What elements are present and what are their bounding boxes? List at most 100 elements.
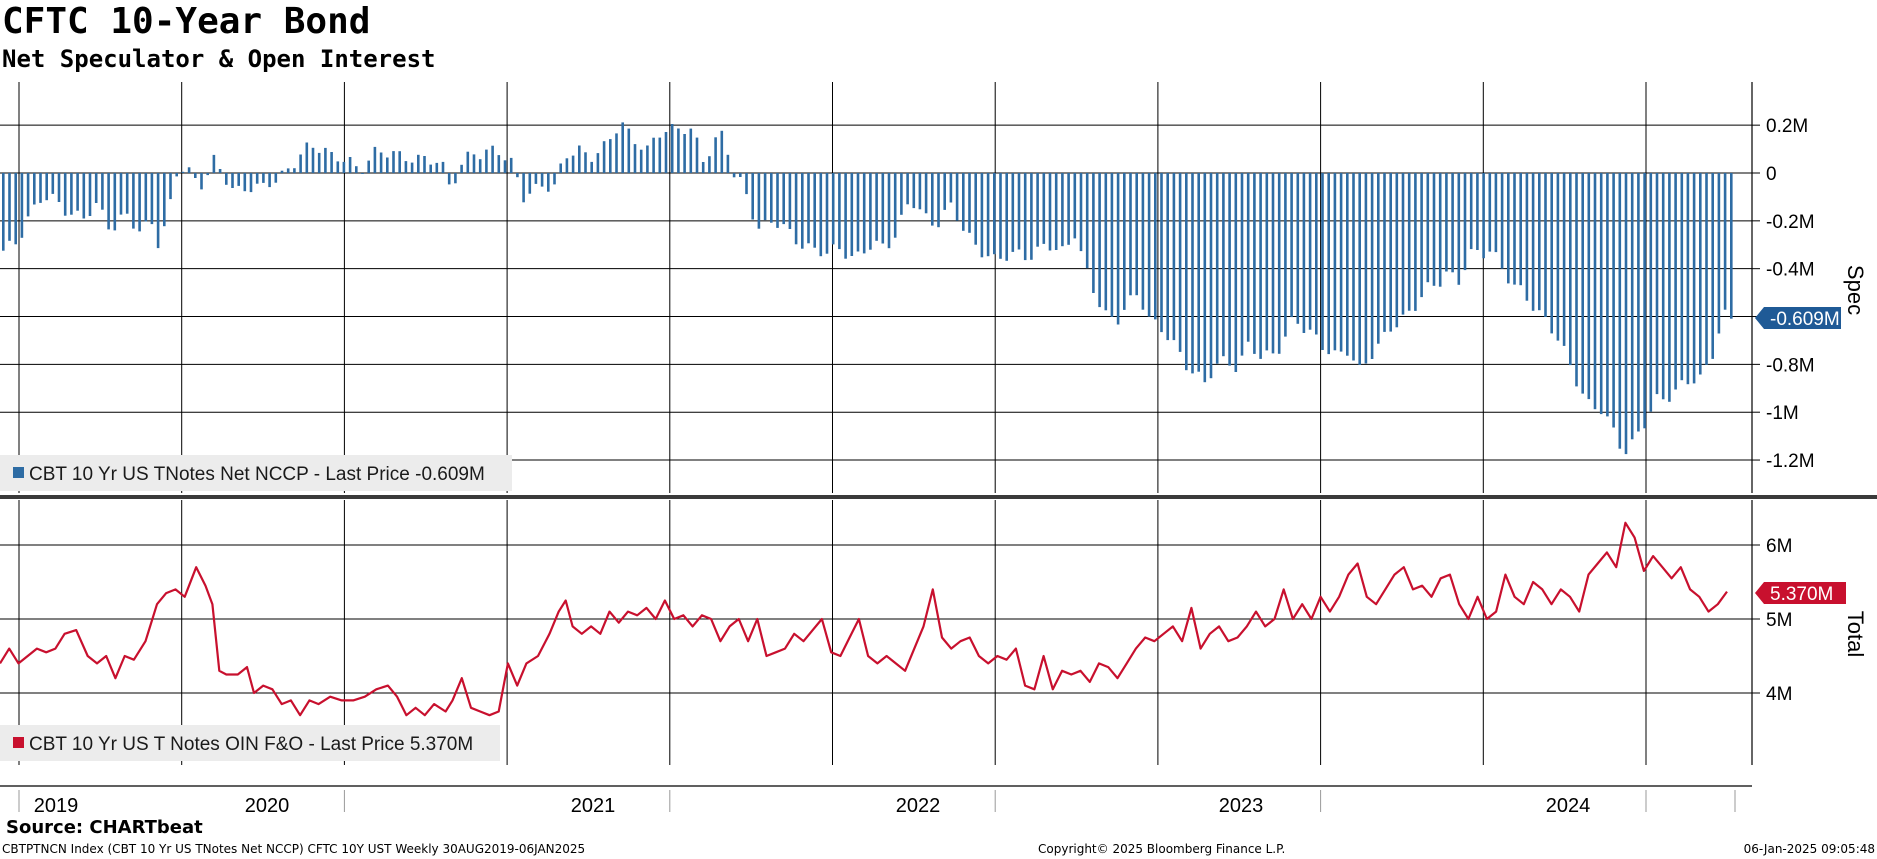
spec-bar [410, 162, 414, 173]
spec-bar [683, 134, 686, 173]
spec-bar [1054, 173, 1058, 250]
spec-bar [1339, 173, 1343, 352]
spec-bar [763, 173, 767, 221]
spec-bar [887, 173, 891, 249]
spec-bar [1215, 173, 1219, 364]
spec-bar [57, 173, 61, 202]
spec-bar [1668, 173, 1671, 402]
spec-bar [1116, 173, 1120, 325]
spec-bar [819, 173, 823, 257]
spec-y-tick-label: -0.4M [1766, 260, 1815, 281]
spec-bar [8, 173, 11, 241]
spec-bar [274, 173, 278, 183]
spec-bar [1358, 173, 1361, 365]
chart-subtitle: Net Speculator & Open Interest [2, 45, 436, 73]
spec-bar [701, 162, 705, 173]
spec-bar [893, 173, 897, 238]
spec-panel-grid [0, 82, 1752, 493]
spec-bar [881, 173, 885, 244]
spec-bar [1296, 173, 1300, 324]
spec-bar [386, 157, 389, 173]
spec-bar [169, 173, 172, 200]
spec-bar [609, 139, 612, 173]
spec-bar [1655, 173, 1659, 395]
spec-bar [1042, 173, 1046, 244]
spec-bar [200, 173, 203, 190]
spec-bar [163, 173, 166, 227]
spec-bar [243, 173, 247, 192]
spec-bar [1562, 173, 1566, 346]
x-axis-year-label: 2019 [34, 795, 79, 817]
spec-bar [578, 145, 581, 173]
spec-bar [1544, 173, 1547, 317]
spec-bar [553, 173, 556, 185]
total-panel-grid [0, 500, 1752, 765]
spec-bar [1389, 173, 1392, 332]
spec-bar [497, 155, 501, 173]
spec-bar [348, 157, 352, 173]
spec-bar [1061, 173, 1064, 247]
x-axis-labels: 2019 2020 2021 2022 2023 2024 [34, 795, 1591, 817]
spec-bar [503, 160, 507, 173]
spec-bar [794, 173, 798, 245]
spec-bar [1699, 173, 1702, 375]
total-y-tick-label: 5M [1766, 610, 1792, 631]
spec-y-tick-label: 0 [1766, 164, 1777, 185]
total-series-line [0, 521, 1728, 717]
spec-bar [70, 173, 73, 215]
spec-bar [1104, 173, 1108, 311]
chart-title: CFTC 10-Year Bond [2, 1, 371, 42]
footer-copyright: Copyright© 2025 Bloomberg Finance L.P. [1038, 842, 1286, 856]
spec-bar [1160, 173, 1163, 333]
spec-bar [547, 173, 550, 192]
spec-last-value-tag: -0.609M [1755, 307, 1841, 330]
spec-bar [1414, 173, 1417, 311]
spec-bar [1259, 173, 1262, 359]
spec-bar [317, 152, 321, 173]
spec-bar [1525, 173, 1529, 301]
spec-bar [1426, 173, 1430, 283]
spec-bar [1147, 173, 1151, 317]
spec-bar [1445, 173, 1448, 272]
spec-bar [156, 173, 160, 249]
spec-bar [1166, 173, 1169, 341]
panel-separator [0, 495, 1877, 499]
spec-bar [1129, 173, 1132, 296]
spec-bar [1036, 173, 1039, 247]
spec-bar [1011, 173, 1015, 252]
spec-last-value-label: -0.609M [1770, 309, 1840, 330]
spec-bar [1507, 173, 1510, 284]
footer-timestamp: 06-Jan-2025 09:05:48 [1743, 842, 1875, 856]
spec-bar [986, 173, 990, 257]
footer-index-info: CBTPTNCN Index (CBT 10 Yr US TNotes Net … [2, 842, 586, 856]
spec-bar [862, 173, 866, 254]
spec-bar [280, 170, 284, 173]
spec-bar [1308, 173, 1312, 330]
spec-bar [621, 122, 624, 173]
spec-bar [125, 173, 129, 214]
spec-bar [974, 173, 977, 245]
spec-bar [751, 173, 754, 220]
spec-bar [1519, 173, 1522, 286]
spec-bar [540, 173, 544, 187]
spec-bar [286, 168, 290, 173]
spec-y-tick-label: -1M [1766, 403, 1799, 424]
spec-bar [1469, 173, 1473, 250]
spec-bar [367, 160, 370, 173]
spec-bar [1463, 173, 1467, 271]
spec-bar [1228, 173, 1231, 366]
spec-bar [324, 147, 327, 173]
x-axis-year-label: 2021 [571, 795, 616, 817]
spec-bar [342, 161, 346, 173]
spec-bar [1092, 173, 1095, 293]
spec-legend-text: CBT 10 Yr US TNotes Net NCCP - Last Pric… [29, 464, 485, 485]
spec-bar [1110, 173, 1114, 317]
spec-y-tick-label: -0.2M [1766, 212, 1815, 233]
spec-bar [187, 167, 191, 173]
spec-bar [652, 137, 655, 173]
spec-bar [714, 137, 717, 173]
spec-bar [1457, 173, 1461, 285]
spec-bar [33, 173, 36, 205]
spec-bar [522, 173, 525, 203]
spec-bar [602, 141, 606, 173]
